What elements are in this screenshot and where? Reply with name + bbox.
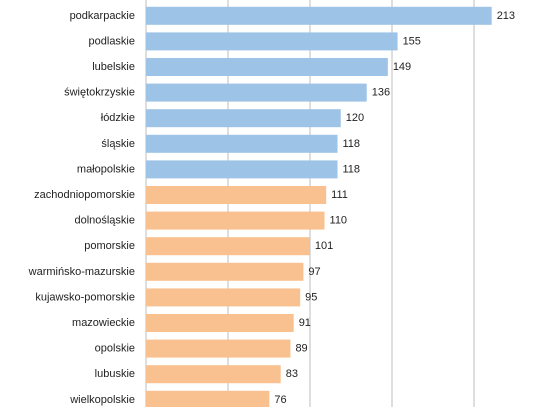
category-label-5: śląskie [101,138,135,150]
category-label-0: podkarpackie [70,10,135,22]
bar-13 [146,339,291,358]
bar-9 [146,237,310,256]
value-label-1: 155 [403,35,421,47]
value-label-5: 118 [343,138,361,150]
value-label-15: 76 [274,394,286,406]
category-label-7: zachodniopomorskie [34,189,135,201]
category-label-4: łódzkie [101,112,135,124]
bar-14 [146,365,281,384]
category-label-11: kujawsko-pomorskie [35,291,135,303]
bar-11 [146,288,301,307]
bar-8 [146,211,325,230]
category-label-3: świętokrzyskie [64,87,135,99]
category-label-1: podlaskie [89,35,135,47]
value-label-9: 101 [315,240,333,252]
value-label-0: 213 [497,10,515,22]
bar-12 [146,314,294,332]
category-label-8: dolnośląskie [74,215,135,227]
category-labels: podkarpackie podlaskie lubelskie świętokrzy… [28,10,135,406]
bar-2 [146,58,388,76]
bar-0 [146,6,492,25]
category-label-2: lubelskie [92,61,135,73]
value-label-13: 89 [295,343,307,355]
bar-3 [146,83,367,102]
category-label-12: mazowieckie [72,317,135,329]
category-label-9: pomorskie [84,240,135,252]
category-label-6: małopolskie [77,163,135,175]
value-labels: 213 155 149 136 120 118 118 111 110 101 97 95 91 89 83… [274,10,515,406]
bar-4 [146,109,341,128]
value-label-12: 91 [299,317,311,329]
bar-5 [146,134,338,153]
value-label-6: 118 [343,163,361,175]
value-label-7: 111 [331,189,348,201]
bars [146,6,492,407]
bar-7 [146,186,327,204]
value-label-10: 97 [308,266,320,278]
category-label-10: warmińsko-mazurskie [28,266,135,278]
bar-1 [146,32,398,51]
bar-6 [146,160,338,179]
value-label-4: 120 [346,112,364,124]
bar-10 [146,262,304,281]
value-label-2: 149 [393,61,411,73]
value-label-3: 136 [372,87,390,99]
value-label-8: 110 [330,215,348,227]
category-label-14: lubuskie [95,368,135,380]
bar-15 [146,390,270,407]
value-label-14: 83 [286,368,298,380]
category-label-15: wielkopolskie [69,394,135,406]
category-label-13: opolskie [95,343,135,355]
value-label-11: 95 [305,291,317,303]
